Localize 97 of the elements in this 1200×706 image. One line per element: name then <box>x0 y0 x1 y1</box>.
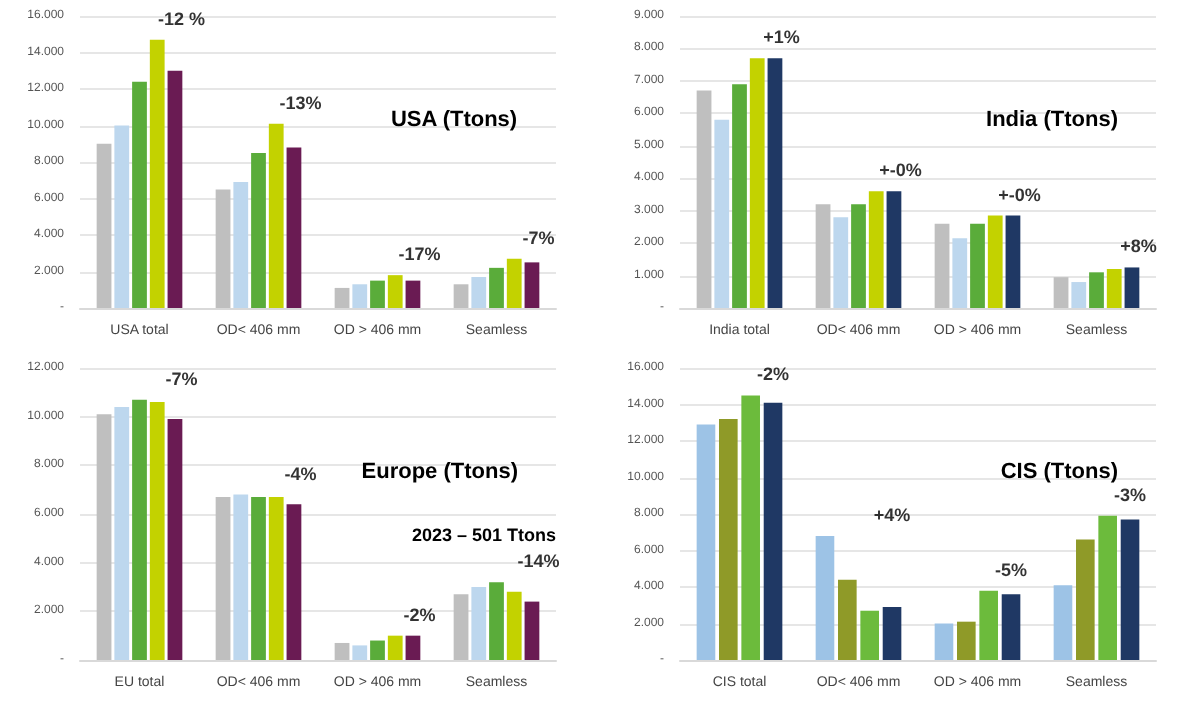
bar <box>215 189 231 308</box>
bar <box>833 217 849 308</box>
annotation: -13% <box>279 92 322 113</box>
annotation: +-0% <box>998 184 1041 205</box>
bar <box>696 424 716 660</box>
bar <box>934 623 954 660</box>
bar <box>815 204 831 308</box>
bar <box>352 284 368 308</box>
bar <box>957 621 976 660</box>
bar <box>1005 215 1021 308</box>
bar <box>763 402 783 660</box>
annotation: -2% <box>757 364 790 385</box>
bar <box>453 594 469 660</box>
bar <box>149 39 165 308</box>
bar <box>96 143 112 308</box>
bar <box>149 402 165 660</box>
annotation: 2023 – 501 Ttons <box>411 525 557 545</box>
text: CIS (Ttons) <box>1000 459 1119 484</box>
bar <box>405 280 421 308</box>
annotation: -7% <box>165 368 198 389</box>
bar <box>268 496 284 660</box>
bar <box>506 258 522 308</box>
bar <box>370 640 385 660</box>
annotation: -2% <box>403 604 436 625</box>
bar <box>868 191 884 308</box>
bar <box>987 215 1003 308</box>
bar <box>405 635 421 660</box>
bar <box>215 496 231 660</box>
bar <box>251 496 266 660</box>
bar <box>1076 539 1095 660</box>
bar <box>489 267 504 308</box>
bar <box>714 119 730 308</box>
annotation: -14% <box>517 551 560 572</box>
bar <box>370 280 385 308</box>
bar <box>268 123 284 308</box>
bar <box>167 70 183 308</box>
bar <box>741 395 760 660</box>
bar <box>524 262 540 308</box>
bar <box>334 642 350 660</box>
bar <box>1098 515 1117 660</box>
annotation: -7% <box>522 227 555 248</box>
bar <box>286 147 302 308</box>
bar <box>167 419 183 660</box>
bar <box>132 81 147 308</box>
bar <box>453 284 469 308</box>
bar <box>886 191 902 308</box>
bar <box>1001 594 1021 660</box>
annotation: +-0% <box>879 160 922 181</box>
bar <box>934 223 950 308</box>
bar <box>970 223 985 308</box>
annotation: +4% <box>873 504 911 525</box>
bar <box>882 607 902 660</box>
bar <box>506 591 522 660</box>
bar <box>838 579 857 660</box>
bar <box>114 125 130 308</box>
annotation: +1% <box>763 27 800 48</box>
bar <box>132 399 147 660</box>
text: Europe (Ttons) <box>361 459 519 484</box>
bar <box>749 58 765 308</box>
bar <box>815 535 835 660</box>
annotation: -5% <box>995 559 1028 580</box>
annotation: -17% <box>398 244 441 265</box>
bar <box>1053 277 1069 308</box>
bar <box>1089 272 1104 308</box>
annotation: -3% <box>1114 484 1147 505</box>
bar <box>471 587 487 660</box>
bar <box>352 645 368 660</box>
bar <box>286 504 302 660</box>
annotation: -4% <box>284 463 317 484</box>
bar <box>233 494 249 660</box>
bar <box>524 601 540 660</box>
bar <box>334 287 350 308</box>
bar <box>96 414 112 660</box>
bar <box>1053 585 1073 660</box>
bar <box>851 204 866 308</box>
text: USA (Ttons) <box>390 107 518 132</box>
bar <box>719 419 738 660</box>
annotation: +8% <box>1120 236 1157 257</box>
bar <box>979 590 998 660</box>
bar <box>251 152 266 308</box>
bar <box>489 582 504 660</box>
bar <box>860 610 879 660</box>
text: India (Ttons) <box>986 107 1119 132</box>
bar <box>387 635 403 660</box>
bar <box>1120 519 1140 660</box>
bar <box>387 275 403 308</box>
bar <box>233 182 249 308</box>
bar <box>114 406 130 660</box>
bar <box>1071 282 1087 308</box>
bar <box>471 276 487 308</box>
bar <box>696 90 712 308</box>
bar <box>952 238 968 308</box>
bar <box>767 58 783 308</box>
bar <box>732 84 747 308</box>
bar <box>1124 267 1140 308</box>
annotation: -12 % <box>157 8 206 29</box>
bar <box>1106 269 1122 308</box>
